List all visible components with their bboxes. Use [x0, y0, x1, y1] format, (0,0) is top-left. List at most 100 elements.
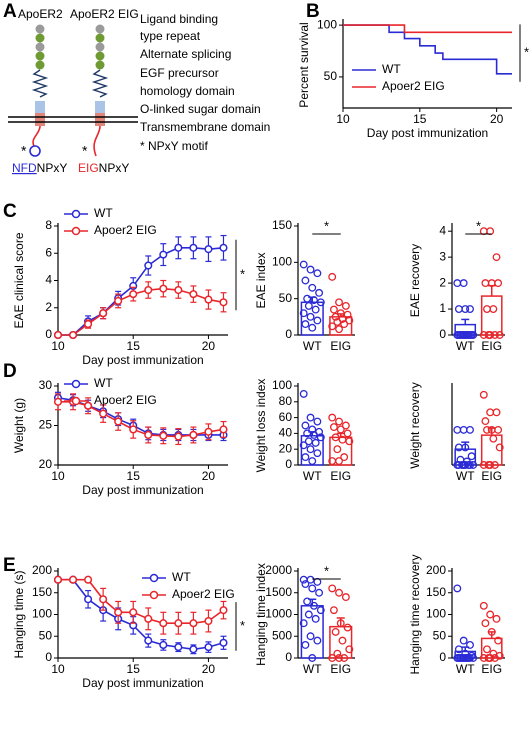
legend-text: Alternate splicing [140, 47, 231, 61]
data-point [304, 301, 313, 310]
data-point [306, 312, 315, 321]
data-point [490, 331, 499, 339]
data-point [461, 305, 470, 313]
error-bar [487, 427, 496, 436]
data-point [308, 584, 317, 593]
y-tick-label: 0 [45, 650, 52, 664]
panel-letter: D [3, 361, 17, 382]
x-tick-label: 20 [202, 339, 216, 353]
y-axis-label: Hanging time index [254, 563, 268, 666]
x-tick-label: EIG [481, 662, 502, 676]
y-tick-label: 0 [285, 650, 292, 664]
legend-label: Apoer2 EIG [94, 393, 157, 407]
point [129, 608, 138, 617]
y-tick-label: 100 [317, 17, 337, 31]
data-point [335, 654, 343, 662]
x-tick-label: EIG [330, 662, 351, 676]
error-bar [336, 617, 345, 627]
x-tick-label: 15 [413, 112, 427, 126]
data-point [459, 425, 468, 434]
data-point [336, 425, 345, 434]
data-point [328, 413, 337, 422]
point [189, 430, 198, 440]
data-point [306, 575, 315, 584]
data-point [304, 610, 313, 619]
point [204, 643, 213, 652]
y-tick-label: 1 [439, 301, 446, 315]
motif-star: * [21, 143, 27, 159]
significance-label: * [524, 45, 529, 60]
x-tick-label: 10 [51, 469, 65, 483]
point [144, 614, 153, 623]
point [204, 427, 213, 436]
series-line [58, 287, 224, 336]
point [159, 250, 168, 259]
data-point [494, 636, 503, 645]
y-tick-label: 1500 [265, 585, 292, 599]
point [219, 298, 228, 307]
data-point [338, 636, 347, 645]
motif-text: NFDNPxY [12, 161, 67, 175]
point [219, 606, 228, 615]
point [144, 636, 153, 645]
data-point [466, 305, 474, 313]
data-point [335, 457, 343, 465]
data-point [467, 452, 476, 461]
data-point [340, 453, 349, 462]
legend-marker [71, 209, 81, 219]
y-tick-label: 100 [426, 607, 446, 621]
x-tick-label: WT [456, 339, 475, 353]
y-tick-label: 50 [39, 628, 53, 642]
data-point [459, 636, 468, 645]
data-point [301, 421, 310, 430]
point [159, 619, 168, 628]
data-point [343, 623, 352, 632]
data-point [335, 588, 343, 597]
x-tick-label: EIG [481, 469, 502, 483]
error-bar [461, 646, 470, 652]
x-tick-label: WT [456, 469, 475, 483]
y-axis-label: Weight recovery [408, 382, 422, 468]
data-point [333, 445, 342, 454]
y-tick-label: 500 [272, 628, 292, 642]
legend-text: type repeat [140, 29, 201, 43]
data-point [345, 316, 354, 325]
legend-text: * NPxY motif [140, 139, 208, 153]
data-point [328, 584, 337, 593]
data-point [308, 654, 317, 662]
x-tick-label: EIG [330, 469, 351, 483]
x-axis-label: Day post immunization [82, 676, 203, 690]
x-tick-label: WT [303, 662, 322, 676]
receptor-eig [91, 24, 109, 157]
x-tick-label: 10 [336, 112, 350, 126]
data-point [486, 461, 495, 469]
data-point [303, 294, 312, 303]
point [129, 290, 138, 299]
y-tick-label: 150 [32, 585, 52, 599]
receptor-label: ApoER2 [18, 7, 63, 21]
data-point [492, 408, 501, 417]
legend-text: O-linked sugar domain [140, 102, 261, 116]
data-point [495, 443, 504, 452]
point [189, 243, 198, 252]
error-bar [487, 284, 496, 297]
data-point [331, 433, 340, 442]
data-point [299, 441, 308, 450]
point [204, 295, 213, 304]
data-point [495, 331, 504, 339]
data-point [343, 429, 352, 438]
data-point [306, 632, 315, 641]
legend-label: WT [172, 570, 191, 584]
data-point [341, 593, 350, 602]
data-point [303, 597, 312, 606]
point [114, 608, 123, 617]
data-point [469, 331, 478, 339]
data-point [453, 279, 462, 288]
y-axis-label: EAE recovery [408, 244, 422, 317]
panel-letter: E [3, 555, 16, 576]
data-point [333, 317, 342, 326]
y-axis-label: Percent survival [297, 22, 311, 107]
data-point [461, 331, 470, 339]
point [144, 285, 153, 295]
